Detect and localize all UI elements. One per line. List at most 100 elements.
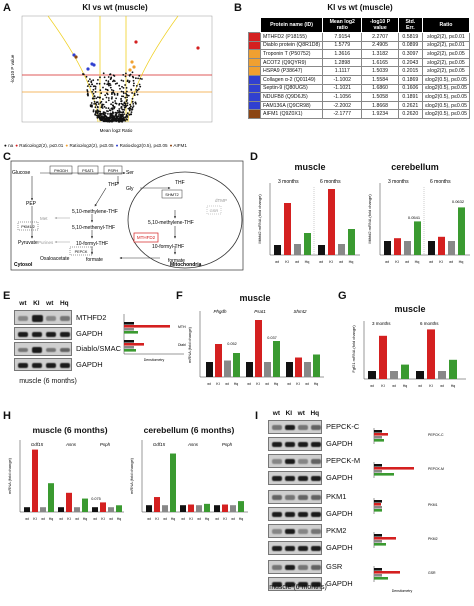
- volcano-point: [118, 118, 121, 120]
- bar: [124, 340, 134, 343]
- volcano-point: [132, 84, 135, 87]
- volcano-point: [118, 104, 120, 106]
- cell-p: 1.5039: [361, 66, 399, 76]
- cell-se: 0.2043: [397, 57, 423, 68]
- volcano-point: [128, 74, 131, 77]
- volcano-point: [125, 118, 128, 120]
- volcano-point: [139, 77, 142, 80]
- label-pepck: PEPCK: [75, 250, 88, 254]
- cell-name: AIFM1 (Q9Z0X1): [259, 109, 324, 119]
- chart-text: wt: [339, 260, 344, 264]
- volcano-point: [113, 106, 116, 108]
- volcano-point: [139, 85, 142, 88]
- bar: [32, 449, 38, 512]
- chart-text: mRNA (fold change): [129, 457, 134, 494]
- cell-name: FAM136A (Q9CR98): [259, 100, 324, 111]
- volcano-point: [94, 106, 97, 109]
- cell-ratio: -2.1777: [322, 109, 363, 119]
- volcano-point: [120, 98, 123, 100]
- volcano-point: [125, 72, 127, 75]
- blot-band: [272, 476, 282, 481]
- volcano-point: [106, 93, 109, 96]
- chart-text: Hq: [171, 517, 176, 521]
- chart-text: Hq: [49, 517, 54, 521]
- volcano-point: [122, 87, 125, 89]
- col-class: Ratio: [421, 17, 471, 33]
- volcano-highlight-point: [74, 55, 78, 59]
- cell-p: 1.6860: [361, 83, 399, 94]
- lane-i-wt: wt: [272, 410, 281, 417]
- blot-band: [311, 546, 321, 551]
- volcano-point: [105, 107, 107, 109]
- volcano-point: [131, 106, 134, 109]
- band-label-gapdh-1: GAPDH: [76, 329, 103, 338]
- chart-text: wt: [449, 260, 454, 264]
- volcano-highlight-point: [134, 40, 138, 44]
- bar: [374, 439, 384, 442]
- bar: [124, 349, 136, 352]
- chart-text: KI: [395, 260, 399, 264]
- panel-f-letter: F: [176, 290, 183, 302]
- volcano-plot: Mean log2 Ratio -log10 P value: [10, 15, 213, 133]
- volcano-highlight-point: [90, 62, 94, 66]
- volcano-point: [132, 79, 135, 82]
- blot-band: [298, 546, 308, 551]
- volcano-point: [120, 90, 123, 93]
- legend-item-aifm1: ● AIFM1: [169, 143, 187, 148]
- chart-text: Hq: [305, 260, 310, 264]
- blot-band: [298, 476, 308, 481]
- label-mitochondria: Mitochondria: [170, 262, 202, 268]
- blot-band: [311, 459, 321, 464]
- volcano-point: [98, 82, 101, 85]
- blot-band: [311, 565, 321, 570]
- lane-wt: wt: [19, 300, 27, 307]
- volcano-point: [114, 100, 116, 102]
- volcano-point: [107, 110, 109, 113]
- blot-pepck-c: [268, 420, 322, 434]
- volcano-point: [96, 116, 99, 119]
- chart-text: 6 months: [320, 179, 341, 185]
- blot-band: [298, 512, 308, 517]
- bar: [124, 331, 138, 334]
- volcano-point: [135, 77, 137, 80]
- volcano-point: [120, 102, 123, 105]
- bar: [379, 335, 387, 379]
- volcano-point: [127, 107, 130, 110]
- chart-text: Hq: [117, 517, 122, 521]
- blot-band: [311, 512, 321, 517]
- blot-pkm2: [268, 524, 322, 538]
- blot-band: [272, 425, 282, 430]
- volcano-point: [105, 115, 108, 118]
- blot-band: [298, 442, 308, 447]
- volcano-point: [138, 83, 141, 86]
- volcano-point: [113, 75, 116, 77]
- volcano-point: [97, 109, 99, 112]
- bar: [427, 329, 435, 379]
- volcano-point: [99, 76, 101, 79]
- band-label: PKM1: [326, 492, 347, 501]
- volcano-point: [123, 101, 126, 104]
- volcano-point: [127, 94, 130, 97]
- panel-b-letter: B: [234, 2, 242, 14]
- volcano-point: [103, 76, 106, 79]
- label-glucose: Glucose: [12, 170, 31, 176]
- panel-b-title: KI vs wt (muscle): [327, 3, 393, 12]
- volcano-point: [113, 107, 115, 110]
- volcano-point: [110, 89, 113, 91]
- volcano-point: [109, 86, 112, 89]
- volcano-point: [126, 90, 128, 93]
- bar: [438, 371, 446, 379]
- volcano-point: [103, 114, 105, 116]
- cell-name: Septin-9 (Q80UG5): [259, 83, 324, 94]
- bar: [338, 244, 345, 255]
- chart-text: 0.052: [227, 342, 237, 346]
- volcano-point: [119, 87, 121, 90]
- blot-band: [311, 476, 321, 481]
- panel-g-title: muscle: [394, 304, 426, 314]
- volcano-point: [107, 80, 110, 83]
- bar: [374, 503, 381, 506]
- volcano-point: [90, 80, 93, 82]
- bar: [230, 505, 236, 512]
- bar: [318, 245, 325, 255]
- volcano-point: [132, 103, 135, 105]
